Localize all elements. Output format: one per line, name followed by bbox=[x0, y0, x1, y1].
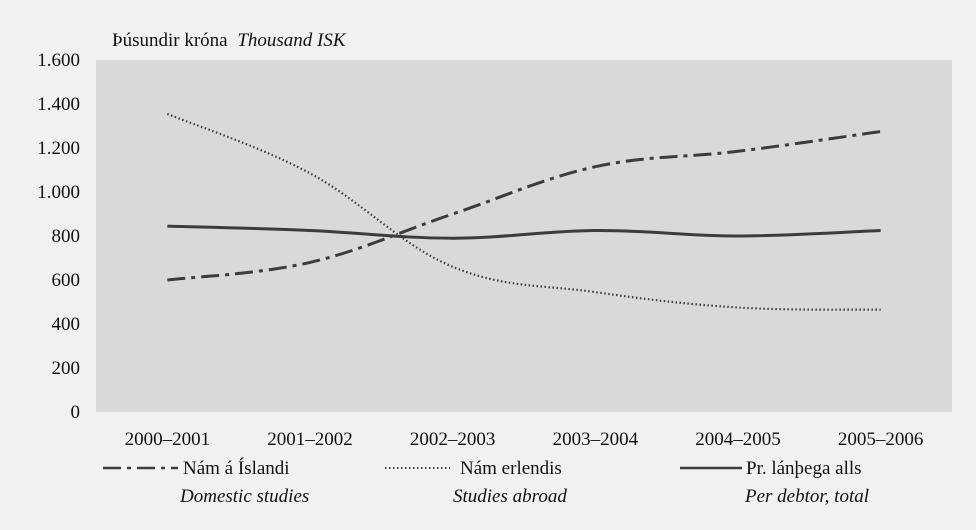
legend-sublabel-domestic: Domestic studies bbox=[179, 486, 309, 507]
legend-item-domestic: Nám á Íslandi Domestic studies bbox=[103, 457, 309, 507]
y-tick-label: 1.400 bbox=[37, 94, 80, 115]
unit-label: Þúsundir króna Thousand ISK bbox=[112, 30, 347, 51]
series-line-total bbox=[167, 224, 881, 240]
y-tick-label: 400 bbox=[52, 314, 81, 335]
x-axis-tick-labels: 2000–2001 2001–2002 2002–2003 2003–2004 2004… bbox=[125, 429, 924, 450]
y-tick-label: 1.200 bbox=[37, 138, 80, 159]
x-tick-label: 2001–2002 bbox=[267, 429, 353, 450]
legend-label-total: Pr. lánþega alls bbox=[746, 458, 862, 479]
x-tick-label: 2005–2006 bbox=[838, 429, 924, 450]
y-tick-label: 0 bbox=[71, 402, 81, 423]
unit-label-en: Thousand ISK bbox=[237, 30, 347, 51]
unit-label-is: Þúsundir króna bbox=[112, 30, 228, 51]
legend: Nám á Íslandi Domestic studies Nám erlen… bbox=[103, 457, 869, 507]
y-tick-label: 800 bbox=[52, 226, 81, 247]
legend-item-abroad: Nám erlendis Studies abroad bbox=[385, 458, 567, 507]
legend-sublabel-abroad: Studies abroad bbox=[453, 486, 567, 507]
x-tick-label: 2003–2004 bbox=[553, 429, 639, 450]
series-lines bbox=[166, 112, 881, 311]
legend-item-total: Pr. lánþega alls Per debtor, total bbox=[680, 458, 869, 507]
y-tick-label: 200 bbox=[52, 358, 81, 379]
y-tick-label: 1.600 bbox=[37, 50, 80, 71]
legend-sublabel-total: Per debtor, total bbox=[744, 486, 869, 507]
y-tick-label: 600 bbox=[52, 270, 81, 291]
y-tick-label: 1.000 bbox=[37, 182, 80, 203]
x-tick-label: 2000–2001 bbox=[125, 429, 211, 450]
x-tick-label: 2004–2005 bbox=[695, 429, 781, 450]
legend-label-domestic: Nám á Íslandi bbox=[183, 457, 290, 479]
y-axis-tick-labels: 0 200 400 600 800 1.000 1.200 1.400 1.600 bbox=[37, 50, 80, 423]
x-tick-label: 2002–2003 bbox=[410, 429, 496, 450]
legend-label-abroad: Nám erlendis bbox=[460, 458, 562, 479]
